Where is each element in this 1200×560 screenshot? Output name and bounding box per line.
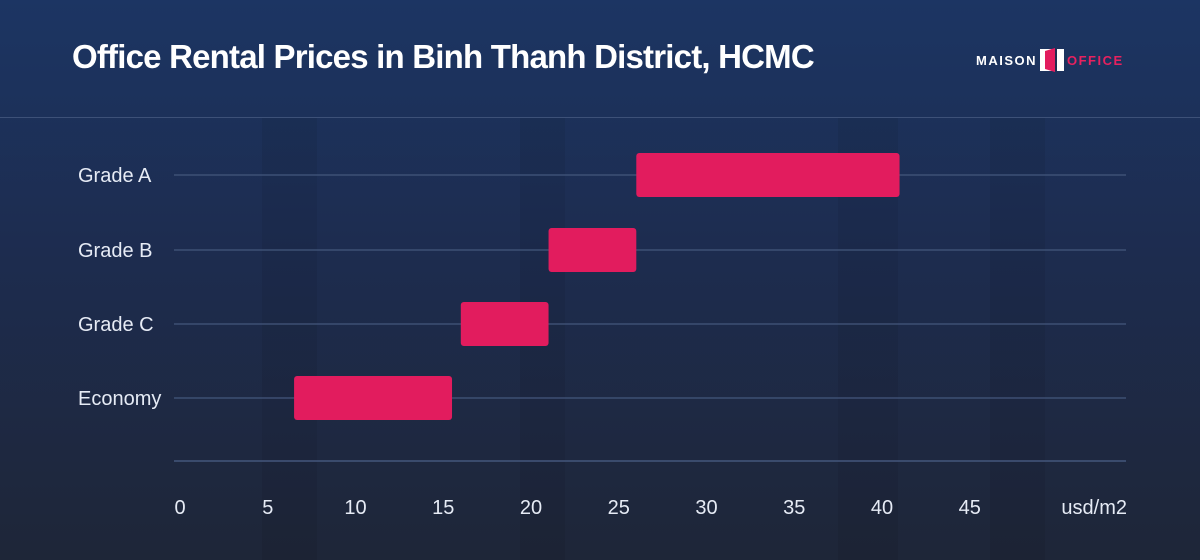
brand-logo: MAISON OFFICE	[976, 46, 1124, 74]
x-tick-label: 15	[432, 497, 454, 519]
logo-text-office: OFFICE	[1067, 52, 1124, 68]
x-tick-label: 30	[695, 497, 717, 519]
category-label: Grade A	[78, 165, 152, 187]
background-band	[262, 118, 317, 560]
x-tick-label: 5	[262, 497, 273, 519]
x-tick-label: 25	[608, 497, 630, 519]
x-tick-label: 10	[344, 497, 366, 519]
range-bar-grade-b	[548, 228, 637, 272]
category-label: Grade C	[78, 314, 154, 336]
x-tick-label: 20	[520, 497, 542, 519]
range-bar-grade-a	[636, 153, 900, 197]
header-divider	[0, 117, 1200, 118]
maison-office-door-logo-icon	[1040, 48, 1064, 72]
chart-title: Office Rental Prices in Binh Thanh Distr…	[72, 38, 815, 75]
logo-text-maison: MAISON	[976, 52, 1037, 68]
x-tick-label: 40	[871, 497, 893, 519]
range-bar-economy	[294, 376, 453, 420]
x-tick-label: 0	[174, 497, 185, 519]
x-tick-label: 45	[959, 497, 981, 519]
background-band	[990, 118, 1045, 560]
x-tick-label: 35	[783, 497, 805, 519]
category-label: Grade B	[78, 240, 152, 262]
x-axis-unit-label: usd/m2	[1061, 497, 1127, 519]
range-bar-grade-c	[460, 302, 549, 346]
category-label: Economy	[78, 388, 161, 410]
